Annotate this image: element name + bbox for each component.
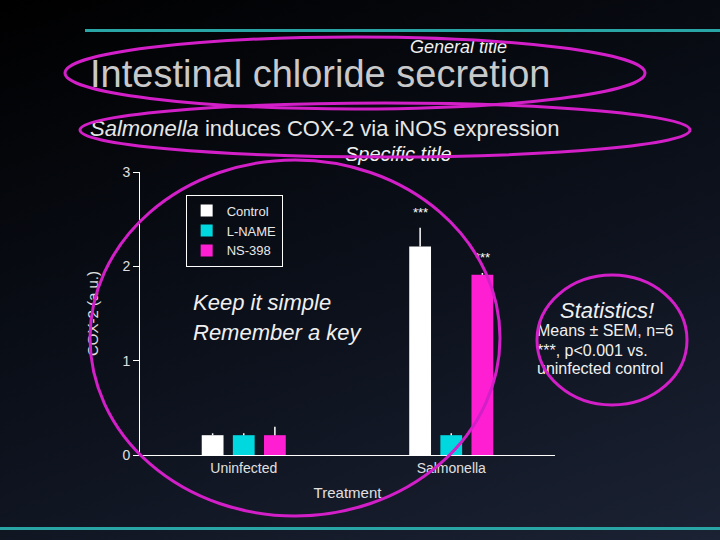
html-text:Remember a key: Remember a key xyxy=(193,320,361,345)
svg-text:L-NAME: L-NAME xyxy=(227,224,276,239)
html-text:General title: General title xyxy=(410,37,508,57)
svg-text:COX-2 (a.u.): COX-2 (a.u.) xyxy=(84,271,101,356)
svg-text:Uninfected: Uninfected xyxy=(210,460,277,476)
svg-text:0: 0 xyxy=(122,447,130,463)
svg-text:Salmonella: Salmonella xyxy=(417,460,486,476)
svg-text:Control: Control xyxy=(227,204,269,219)
html-text:Statistics!: Statistics! xyxy=(560,298,655,323)
svg-text:1: 1 xyxy=(122,353,130,369)
html-text:Intestinal chloride secretion: Intestinal chloride secretion xyxy=(90,53,551,95)
svg-text:***: *** xyxy=(413,205,428,220)
html-text:Salmonella induces COX-2 via i: Salmonella induces COX-2 via iNOS expres… xyxy=(90,116,560,141)
html-text:***, p<0.001 vs. uninfected co: ***, p<0.001 vs. uninfected control xyxy=(537,342,664,377)
svg-text:3: 3 xyxy=(122,164,130,180)
svg-text:NS-398: NS-398 xyxy=(227,243,271,258)
svg-text:2: 2 xyxy=(122,258,130,274)
html-text:Keep it simple: Keep it simple xyxy=(193,290,332,315)
svg-text:Treatment: Treatment xyxy=(314,484,383,501)
html-text:Means ± SEM, n=6: Means ± SEM, n=6 xyxy=(537,322,674,339)
html-text:Specific title: Specific title xyxy=(345,143,452,165)
svg-text:***: *** xyxy=(475,250,490,265)
